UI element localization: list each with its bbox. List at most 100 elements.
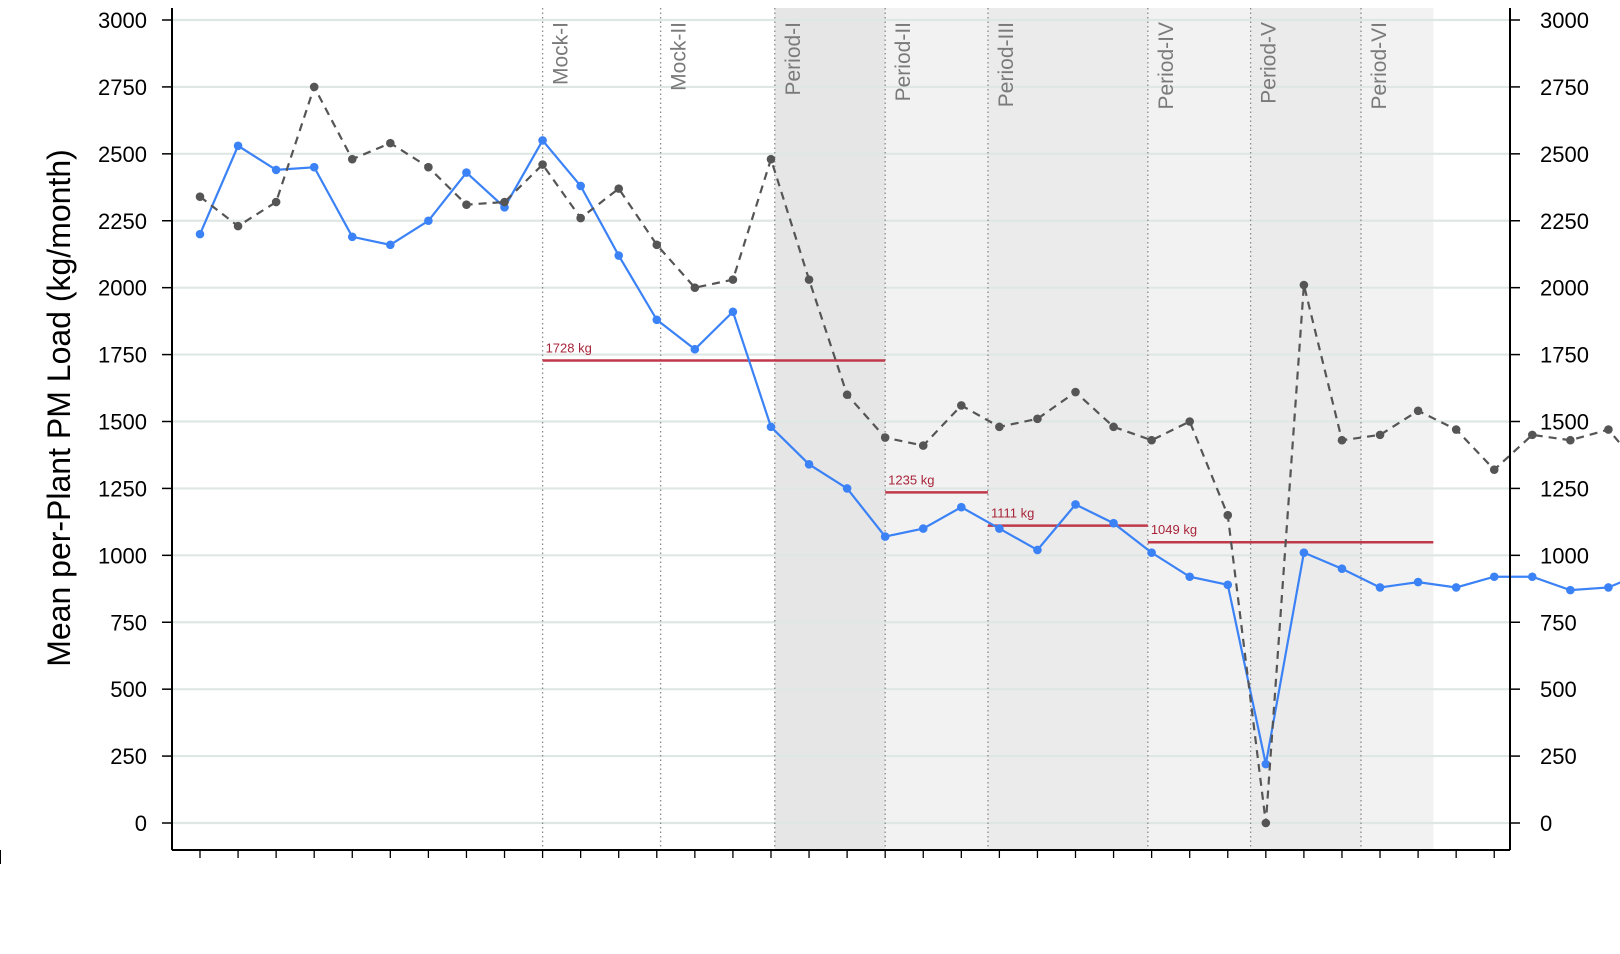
- y-axis-title: Mean per-Plant PM Load (kg/month): [41, 149, 77, 667]
- divider-label-7: Period-V: [1258, 22, 1281, 104]
- horizontal-gridlines: [172, 18, 1510, 825]
- series-2-point-21: [957, 401, 966, 410]
- series-2-point-32: [1375, 430, 1385, 440]
- reference-label-1: 1728 kg: [546, 340, 592, 355]
- series-1-point-12: [614, 251, 624, 260]
- series-2-point-13: [652, 240, 662, 250]
- series-2-point-11: [576, 213, 585, 223]
- axes: 0 0 250 250 500 500 750 750 1000 1000 1250 1250 1500…: [0, 8, 1589, 864]
- series-2-point-33: [1413, 406, 1423, 416]
- series-1-point-2: [233, 141, 243, 151]
- series-2-point-24: [1071, 387, 1080, 397]
- series-2-point-23: [1033, 414, 1042, 424]
- series-2-point-17: [804, 275, 814, 284]
- divider-label-5: Period-III: [995, 22, 1018, 107]
- series-1-point-6: [386, 240, 395, 250]
- series-2-point-28: [1223, 510, 1233, 520]
- divider-label-3: Period-I: [782, 22, 805, 96]
- reference-label-3: 1111 kg: [991, 506, 1034, 521]
- series-2-point-15: [728, 275, 738, 284]
- y-tick-label-right-3000: 3000: [1540, 8, 1589, 33]
- series-1-point-7: [424, 216, 433, 226]
- y-tick-label-left-3000: 3000: [98, 8, 147, 33]
- series-2-point-8: [462, 200, 471, 209]
- series-1-point-25: [1109, 518, 1118, 528]
- series-2-point-4: [309, 82, 319, 92]
- y-tick-label-right-250: 250: [1540, 744, 1577, 769]
- series-1-point-13: [652, 315, 662, 325]
- series-1-point-20: [918, 524, 928, 533]
- series-1-point-17: [804, 460, 814, 469]
- shaded-region-2: [885, 8, 988, 850]
- series-1-point-24: [1071, 500, 1080, 509]
- y-tick-label-right-500: 500: [1540, 677, 1577, 702]
- series-1-point-34: [1451, 583, 1461, 592]
- divider-label-6: Period-IV: [1155, 22, 1178, 110]
- y-tick-label-left-500: 500: [110, 677, 147, 702]
- series-1-point-15: [728, 307, 738, 317]
- series-1-point-1: [195, 229, 205, 239]
- series-2-point-36: [1527, 430, 1537, 440]
- y-tick-label-left-250: 250: [110, 744, 147, 769]
- series-2-point-14: [690, 283, 700, 292]
- series-2-point-19: [880, 433, 890, 442]
- series-1-point-3: [271, 165, 281, 175]
- y-tick-label-left-750: 750: [110, 610, 147, 635]
- series-1-point-11: [576, 181, 585, 191]
- series-1-point-36: [1527, 572, 1537, 582]
- series-2-point-3: [271, 197, 281, 207]
- series-2-point-38: [1604, 425, 1613, 434]
- reference-mean-lines: 1728 kg 1235 kg 1111 kg 1049 kg: [542, 340, 1434, 544]
- divider-label-8: Period-VI: [1368, 22, 1391, 110]
- y-tick-label-right-750: 750: [1540, 610, 1577, 635]
- series-2-point-12: [614, 184, 624, 193]
- reference-label-2: 1235 kg: [888, 472, 934, 487]
- series-2-point-37: [1566, 435, 1575, 445]
- y-tick-label-right-0: 0: [1540, 811, 1552, 836]
- divider-label-2: Mock-II: [668, 22, 691, 91]
- series-2-point-10: [538, 160, 547, 169]
- y-tick-label-right-2000: 2000: [1540, 276, 1589, 301]
- divider-label-1: Mock-I: [550, 22, 573, 85]
- series-1-point-8: [462, 168, 471, 177]
- series-1-point-21: [957, 502, 966, 512]
- series-2-point-16: [766, 154, 776, 164]
- series-2-point-2: [233, 221, 243, 231]
- series-1-point-18: [842, 484, 852, 493]
- series-1-point-10: [538, 136, 547, 145]
- shaded-period-regions: [774, 8, 1434, 850]
- series-2-point-18: [842, 390, 852, 400]
- series-1-point-16: [766, 422, 776, 432]
- y-tick-label-left-1750: 1750: [98, 343, 147, 368]
- data-series: [195, 82, 1620, 828]
- series-1-point-28: [1223, 580, 1233, 590]
- series-2-point-29: [1261, 818, 1271, 828]
- series-1-point-5: [347, 232, 357, 242]
- divider-label-4: Period-II: [892, 22, 915, 101]
- shaded-region-6: [1360, 8, 1434, 850]
- series-1-point-38: [1604, 583, 1613, 592]
- series-1-point-19: [880, 532, 890, 541]
- series-2-point-30: [1299, 280, 1309, 290]
- y-tick-label-right-1250: 1250: [1540, 476, 1589, 501]
- y-tick-label-left-2250: 2250: [98, 209, 147, 234]
- series-2-point-1: [195, 192, 205, 201]
- y-tick-label-right-2250: 2250: [1540, 209, 1589, 234]
- series-2-point-31: [1337, 435, 1347, 445]
- y-tick-label-left-1500: 1500: [98, 410, 147, 435]
- series-1-point-22: [995, 524, 1004, 533]
- shaded-region-3: [987, 8, 1148, 850]
- y-tick-label-left-1000: 1000: [98, 543, 147, 568]
- series-1-point-29: [1261, 759, 1271, 769]
- series-2-point-35: [1489, 465, 1499, 474]
- reference-label-4: 1049 kg: [1151, 522, 1197, 537]
- y-tick-label-left-1250: 1250: [98, 476, 147, 501]
- period-divider-lines: Mock-I Mock-II Period-I Period-II Period-III…: [541, 8, 1391, 850]
- y-tick-label-left-2750: 2750: [98, 75, 147, 100]
- y-tick-label-right-1000: 1000: [1540, 543, 1589, 568]
- shaded-region-5: [1250, 8, 1361, 850]
- y-tick-label-right-2500: 2500: [1540, 142, 1589, 167]
- y-tick-label-left-2500: 2500: [98, 142, 147, 167]
- shaded-region-1: [774, 8, 886, 850]
- series-2-point-22: [995, 422, 1004, 432]
